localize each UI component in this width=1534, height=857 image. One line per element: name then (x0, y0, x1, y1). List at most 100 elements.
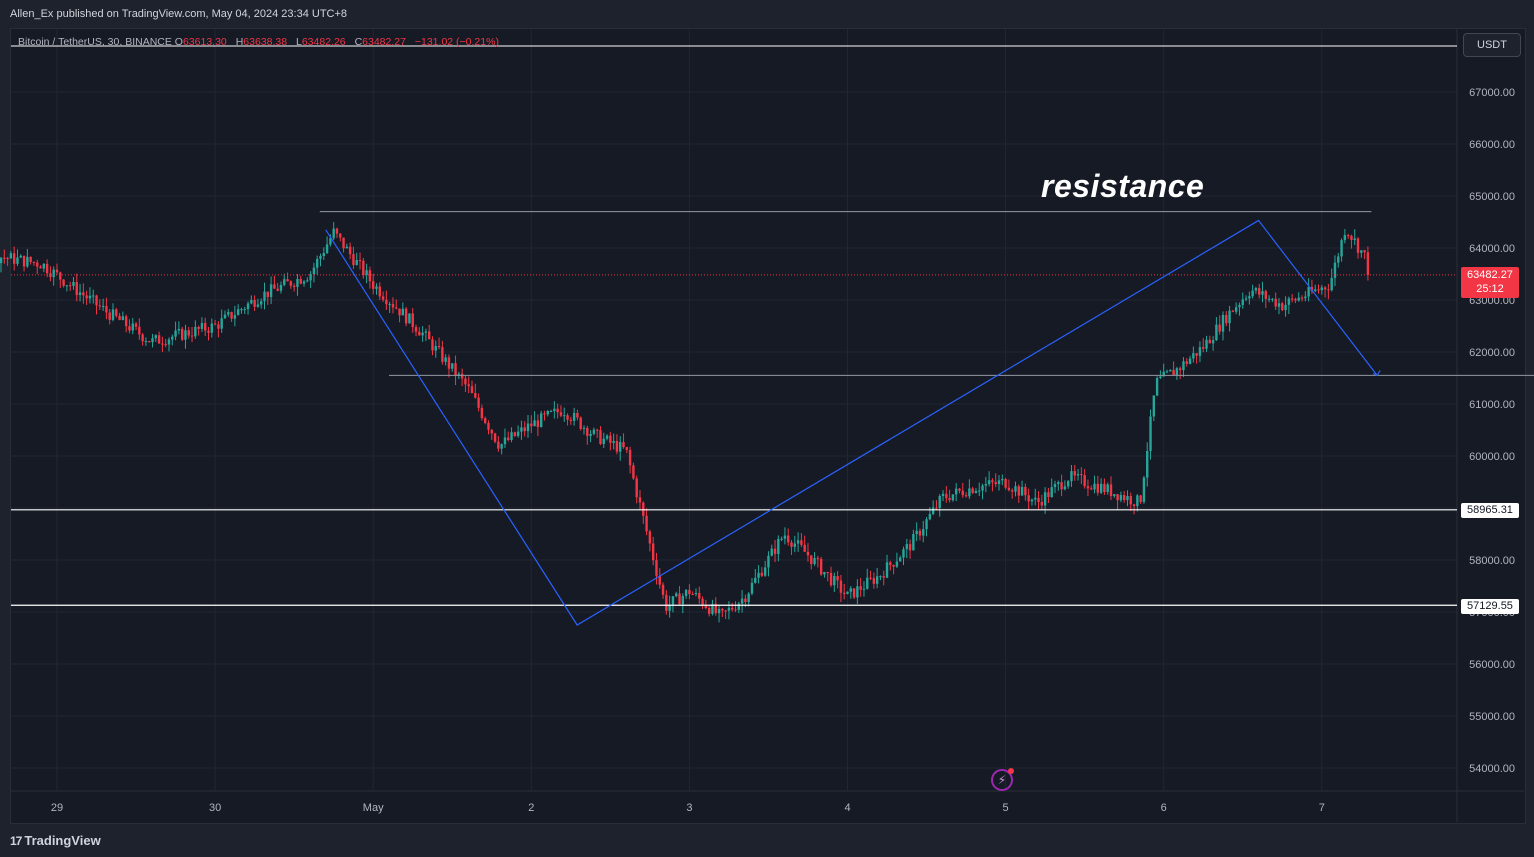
candle-body (1182, 361, 1185, 371)
candle-body (899, 557, 902, 562)
candle-body (645, 515, 648, 532)
candle-body (1090, 488, 1093, 490)
candle-body (731, 607, 734, 610)
candle-body (167, 339, 171, 345)
symbol-title[interactable]: Bitcoin / TetherUS, 30, BINANCE (18, 36, 172, 48)
candle-body (88, 295, 92, 299)
candle-body (141, 334, 144, 342)
candle-body (266, 291, 269, 297)
candle-body (1165, 371, 1169, 373)
candle-body (651, 543, 655, 561)
close-label: C (354, 36, 363, 48)
y-tick-label: 62000.00 (1469, 347, 1515, 359)
tradingview-logo[interactable]: 17 TradingView (10, 833, 101, 848)
notification-dot (1008, 768, 1014, 774)
currency-selector[interactable]: USDT (1463, 33, 1521, 57)
y-tick-label: 63000.00 (1469, 295, 1515, 307)
candle-body (707, 608, 711, 614)
candle-body (684, 589, 688, 596)
candle-body (487, 422, 490, 430)
high-label: H (235, 36, 244, 48)
candle-body (987, 480, 991, 485)
candle-body (516, 431, 520, 436)
candle-body (905, 544, 908, 550)
candle-body (1271, 298, 1274, 300)
y-tick-label: 55000.00 (1469, 711, 1515, 723)
chart-frame[interactable] (10, 28, 1526, 824)
candle-body (747, 593, 750, 603)
candle-body (1096, 483, 1100, 493)
symbol-legend: Bitcoin / TetherUS, 30, BINANCE O63613.3… (18, 36, 505, 48)
candle-body (918, 530, 922, 536)
candle-body (391, 304, 395, 308)
candle-body (931, 507, 935, 514)
candle-body (1327, 289, 1330, 291)
candle-body (78, 292, 82, 296)
candle-body (655, 560, 658, 576)
candle-body (157, 335, 161, 344)
candle-body (668, 604, 671, 611)
candle-body (236, 309, 240, 316)
candle-body (1047, 492, 1050, 498)
candle-body (1340, 240, 1343, 257)
candle-body (431, 339, 434, 351)
candle-body (586, 427, 589, 436)
candle-body (335, 228, 339, 234)
candle-body (299, 279, 302, 284)
candle-body (437, 345, 441, 348)
candle-body (1297, 297, 1300, 301)
candle-body (276, 288, 279, 291)
high-value: 63638.38 (243, 36, 288, 48)
low-value: 63482.26 (301, 36, 346, 48)
candle-body (1310, 286, 1314, 292)
candle-body (625, 447, 629, 450)
candle-body (283, 279, 286, 285)
candle-body (1132, 504, 1136, 507)
candle-body (569, 419, 573, 421)
candle-body (1113, 494, 1116, 497)
candle-body (1261, 291, 1264, 295)
candle-body (1129, 495, 1132, 505)
candle-body (576, 412, 579, 418)
candle-body (1258, 288, 1261, 295)
candle-body (378, 286, 381, 297)
candle-body (810, 555, 813, 565)
candle-body (474, 393, 477, 398)
lightning-icon[interactable]: ⚡ (991, 768, 1014, 791)
candle-body (1126, 495, 1129, 500)
candle-body (813, 558, 816, 565)
candle-body (92, 295, 95, 297)
candle-body (796, 540, 800, 544)
candle-body (1073, 471, 1076, 476)
candle-body (1294, 298, 1297, 301)
candle-body (480, 407, 484, 419)
candle-body (263, 291, 266, 302)
candle-body (1169, 369, 1172, 372)
candle-body (483, 418, 487, 423)
candle-body (1017, 486, 1020, 496)
candle-body (1251, 290, 1254, 297)
candle-body (589, 433, 592, 436)
candle-body (1221, 314, 1225, 332)
candle-body (144, 341, 148, 343)
x-tick-label: 30 (209, 802, 221, 814)
candle-body (312, 267, 316, 275)
candle-body (836, 576, 839, 581)
candle-body (368, 270, 372, 282)
candle-body (928, 513, 932, 520)
candle-body (997, 480, 1001, 485)
candle-body (1254, 288, 1258, 291)
candle-body (503, 437, 507, 445)
resistance-annotation[interactable]: resistance (1041, 168, 1205, 204)
candle-body (925, 519, 928, 530)
candle-body (862, 588, 866, 590)
candle-body (470, 386, 474, 394)
candle-body (1202, 347, 1205, 349)
candle-body (1050, 487, 1053, 498)
candle-body (678, 593, 681, 605)
candle-body (1248, 296, 1251, 299)
candle-body (1343, 235, 1347, 241)
candle-body (592, 429, 596, 434)
candle-body (872, 577, 876, 584)
